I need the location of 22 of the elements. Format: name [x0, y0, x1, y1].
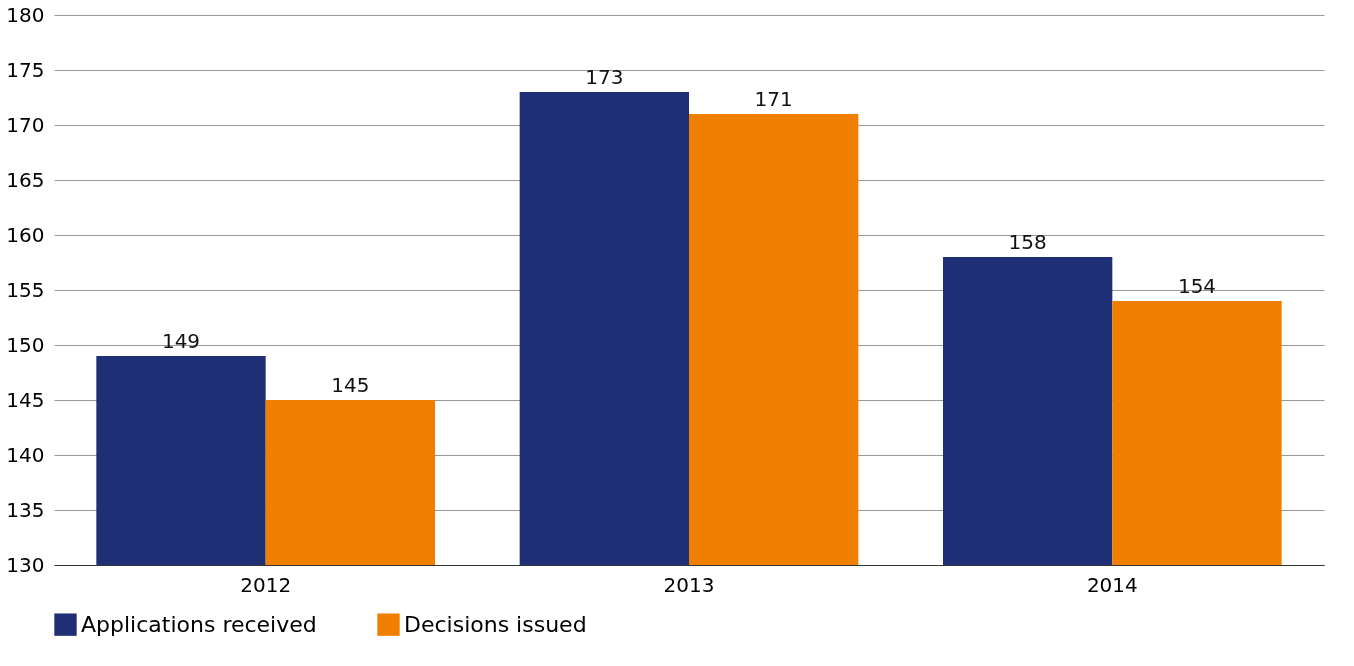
- y-tick-label: 145: [6, 387, 45, 412]
- y-tick-label: 165: [6, 167, 45, 192]
- y-tick-label: 155: [6, 277, 45, 302]
- data-label: 149: [161, 329, 201, 353]
- x-tick-label: 2012: [240, 572, 292, 597]
- data-label: 154: [1177, 274, 1217, 298]
- y-tick-label: 130: [6, 552, 45, 577]
- y-tick-label: 160: [6, 222, 45, 247]
- y-tick-label: 180: [6, 2, 45, 27]
- y-tick-label: 170: [6, 112, 45, 137]
- data-label: 145: [331, 373, 370, 397]
- y-tick-label: 135: [6, 497, 45, 522]
- legend-label: Applications received: [81, 611, 317, 637]
- x-tick-label: 2013: [663, 572, 715, 597]
- data-label: 171: [754, 87, 793, 111]
- data-label: 173: [585, 65, 624, 89]
- data-label: 158: [1008, 230, 1047, 254]
- x-tick-label: 2014: [1086, 572, 1138, 597]
- y-tick-label: 140: [6, 442, 45, 467]
- y-tick-label: 175: [6, 57, 45, 82]
- y-tick-label: 150: [6, 332, 45, 357]
- legend-label: Decisions issued: [404, 611, 587, 637]
